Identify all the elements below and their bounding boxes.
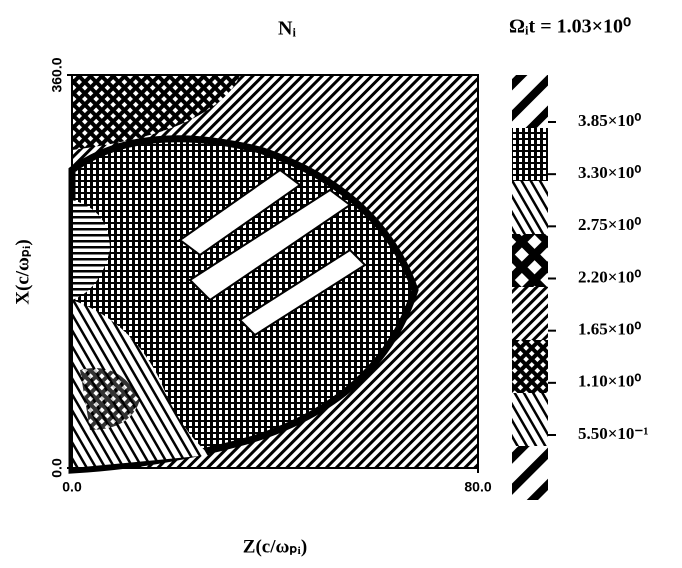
- x-tick-label: 0.0: [62, 479, 82, 495]
- legend-label: 1.10×10⁰: [578, 372, 641, 391]
- legend-label: 2.75×10⁰: [578, 215, 641, 234]
- y-tick-label: 0.0: [49, 458, 65, 478]
- legend-label: 2.20×10⁰: [578, 267, 641, 286]
- legend-label: 3.30×10⁰: [578, 163, 641, 182]
- chart-title: Nᵢ: [278, 18, 296, 40]
- legend-label: 3.85×10⁰: [578, 111, 641, 130]
- x-tick-label: 80.0: [464, 479, 491, 495]
- y-tick-label: 360.0: [49, 57, 65, 92]
- chart: Nᵢ Ωᵢt = 1.03×10⁰ Z(c/ωₚᵢ) X(c/ωₚᵢ) 0.0 8…: [0, 0, 682, 568]
- legend-label: 5.50×10⁻¹: [578, 424, 649, 443]
- legend-bar: [512, 75, 548, 500]
- y-axis-label: X(c/ωₚᵢ): [12, 239, 33, 304]
- legend-label: 1.65×10⁰: [578, 320, 641, 339]
- chart-subtitle: Ωᵢt = 1.03×10⁰: [509, 16, 631, 38]
- contour-field: [72, 75, 478, 470]
- x-axis-label: Z(c/ωₚᵢ): [243, 536, 307, 557]
